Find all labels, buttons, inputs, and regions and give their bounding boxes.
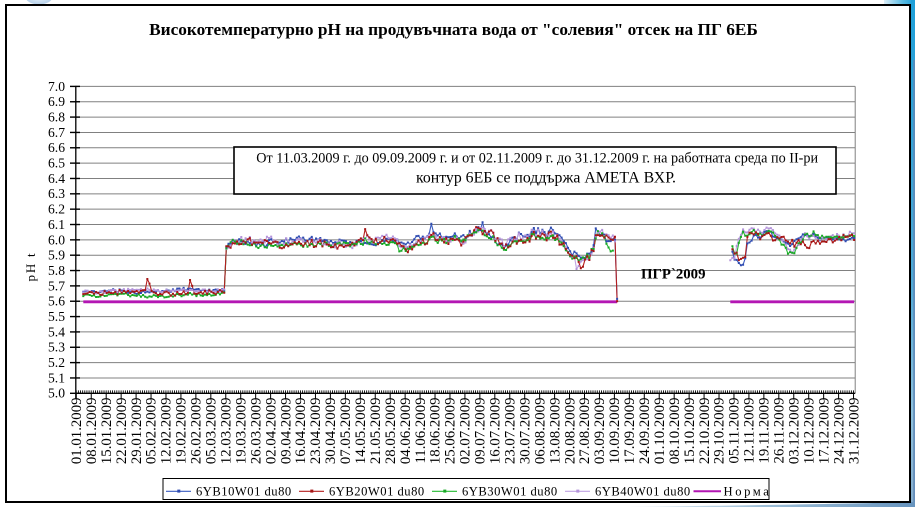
svg-text:6.3: 6.3 <box>48 186 65 201</box>
svg-text:01.10.2009: 01.10.2009 <box>652 398 668 465</box>
svg-text:14.05.2009: 14.05.2009 <box>353 398 369 465</box>
svg-text:26.11.2009: 26.11.2009 <box>772 398 788 464</box>
svg-text:18.06.2009: 18.06.2009 <box>428 398 444 465</box>
svg-text:19.11.2009: 19.11.2009 <box>757 398 773 464</box>
svg-text:5.5: 5.5 <box>48 309 65 324</box>
svg-text:30.04.2009: 30.04.2009 <box>323 398 339 465</box>
svg-text:10.09.2009: 10.09.2009 <box>607 398 623 465</box>
svg-text:5.9: 5.9 <box>48 248 65 263</box>
svg-text:25.06.2009: 25.06.2009 <box>443 398 459 465</box>
svg-text:28.05.2009: 28.05.2009 <box>383 398 399 465</box>
svg-text:5.6: 5.6 <box>48 294 65 309</box>
svg-text:06.08.2009: 06.08.2009 <box>532 398 548 465</box>
svg-text:17.12.2009: 17.12.2009 <box>816 398 832 465</box>
svg-text:11.06.2009: 11.06.2009 <box>413 398 429 464</box>
svg-text:Норма: Норма <box>724 484 772 498</box>
svg-text:6.1: 6.1 <box>48 217 65 232</box>
svg-text:08.01.2009: 08.01.2009 <box>84 398 100 465</box>
svg-text:6YB10W01 du80: 6YB10W01 du80 <box>196 484 292 498</box>
svg-text:15.10.2009: 15.10.2009 <box>682 398 698 465</box>
svg-text:02.07.2009: 02.07.2009 <box>458 397 474 464</box>
svg-text:09.07.2009: 09.07.2009 <box>473 397 489 464</box>
svg-text:pH t: pH t <box>23 252 38 282</box>
svg-text:6.8: 6.8 <box>48 110 65 125</box>
svg-text:5.1: 5.1 <box>48 370 65 385</box>
svg-text:30.07.2009: 30.07.2009 <box>517 398 533 465</box>
svg-text:5.2: 5.2 <box>48 355 65 370</box>
svg-text:26.02.2009: 26.02.2009 <box>189 398 205 465</box>
svg-text:23.07.2009: 23.07.2009 <box>503 398 519 465</box>
svg-text:17.09.2009: 17.09.2009 <box>622 398 638 465</box>
svg-text:31.12.2009: 31.12.2009 <box>846 398 862 465</box>
svg-text:5.3: 5.3 <box>48 340 65 355</box>
svg-text:29.10.2009: 29.10.2009 <box>712 398 728 465</box>
svg-text:Високотемпературно рН на проду: Високотемпературно рН на продувъчната во… <box>149 20 758 39</box>
svg-text:20.08.2009: 20.08.2009 <box>562 398 578 465</box>
svg-text:15.01.2009: 15.01.2009 <box>99 398 115 465</box>
svg-text:16.07.2009: 16.07.2009 <box>488 398 504 465</box>
svg-text:13.08.2009: 13.08.2009 <box>547 398 563 465</box>
svg-text:7.0: 7.0 <box>48 79 65 94</box>
svg-text:19.02.2009: 19.02.2009 <box>174 398 190 465</box>
svg-text:5.8: 5.8 <box>48 263 65 278</box>
svg-text:6.9: 6.9 <box>48 94 65 109</box>
svg-text:6YB40W01 du80: 6YB40W01 du80 <box>595 484 691 498</box>
svg-text:ПГР`2009: ПГР`2009 <box>641 267 705 283</box>
svg-text:05.02.2009: 05.02.2009 <box>144 398 160 465</box>
svg-text:23.04.2009: 23.04.2009 <box>308 398 324 465</box>
svg-text:02.04.2009: 02.04.2009 <box>263 398 279 465</box>
svg-text:16.04.2009: 16.04.2009 <box>293 398 309 465</box>
svg-text:5.4: 5.4 <box>48 324 65 339</box>
svg-text:24.09.2009: 24.09.2009 <box>637 398 653 465</box>
svg-text:24.12.2009: 24.12.2009 <box>831 398 847 465</box>
svg-text:19.03.2009: 19.03.2009 <box>233 398 249 465</box>
svg-text:01.01.2009: 01.01.2009 <box>69 398 85 465</box>
svg-text:29.01.2009: 29.01.2009 <box>129 398 145 465</box>
svg-text:6.0: 6.0 <box>48 232 65 247</box>
svg-text:12.11.2009: 12.11.2009 <box>742 398 758 464</box>
svg-text:21.05.2009: 21.05.2009 <box>368 398 384 465</box>
svg-text:6.5: 6.5 <box>48 156 65 171</box>
svg-text:22.10.2009: 22.10.2009 <box>697 398 713 465</box>
svg-text:6.2: 6.2 <box>48 202 65 217</box>
svg-text:08.10.2009: 08.10.2009 <box>667 398 683 465</box>
svg-text:22.01.2009: 22.01.2009 <box>114 398 130 465</box>
svg-text:12.03.2009: 12.03.2009 <box>219 398 235 465</box>
svg-text:6YB30W01 du80: 6YB30W01 du80 <box>462 484 558 498</box>
svg-text:27.08.2009: 27.08.2009 <box>577 398 593 465</box>
svg-text:5.7: 5.7 <box>48 278 65 293</box>
svg-text:03.12.2009: 03.12.2009 <box>787 398 803 465</box>
svg-text:6.7: 6.7 <box>48 125 65 140</box>
svg-text:6YB20W01 du80: 6YB20W01 du80 <box>329 484 425 498</box>
svg-text:09.04.2009: 09.04.2009 <box>278 398 294 465</box>
svg-text:12.02.2009: 12.02.2009 <box>159 398 175 465</box>
svg-text:26.03.2009: 26.03.2009 <box>248 398 264 465</box>
svg-text:От 11.03.2009 г. до 09.09.2009: От 11.03.2009 г. до 09.09.2009 г. и от 0… <box>256 151 818 167</box>
svg-text:10.12.2009: 10.12.2009 <box>801 398 817 465</box>
svg-text:05.11.2009: 05.11.2009 <box>727 398 743 464</box>
svg-text:5.0: 5.0 <box>48 386 65 401</box>
svg-text:05.03.2009: 05.03.2009 <box>204 398 220 465</box>
svg-text:03.09.2009: 03.09.2009 <box>592 398 608 465</box>
svg-text:6.4: 6.4 <box>48 171 65 186</box>
svg-text:контур 6ЕБ се поддържа АМЕТА В: контур 6ЕБ се поддържа АМЕТА ВХР. <box>416 170 676 187</box>
svg-text:07.05.2009: 07.05.2009 <box>338 398 354 465</box>
svg-text:04.06.2009: 04.06.2009 <box>398 398 414 465</box>
svg-text:6.6: 6.6 <box>48 140 65 155</box>
